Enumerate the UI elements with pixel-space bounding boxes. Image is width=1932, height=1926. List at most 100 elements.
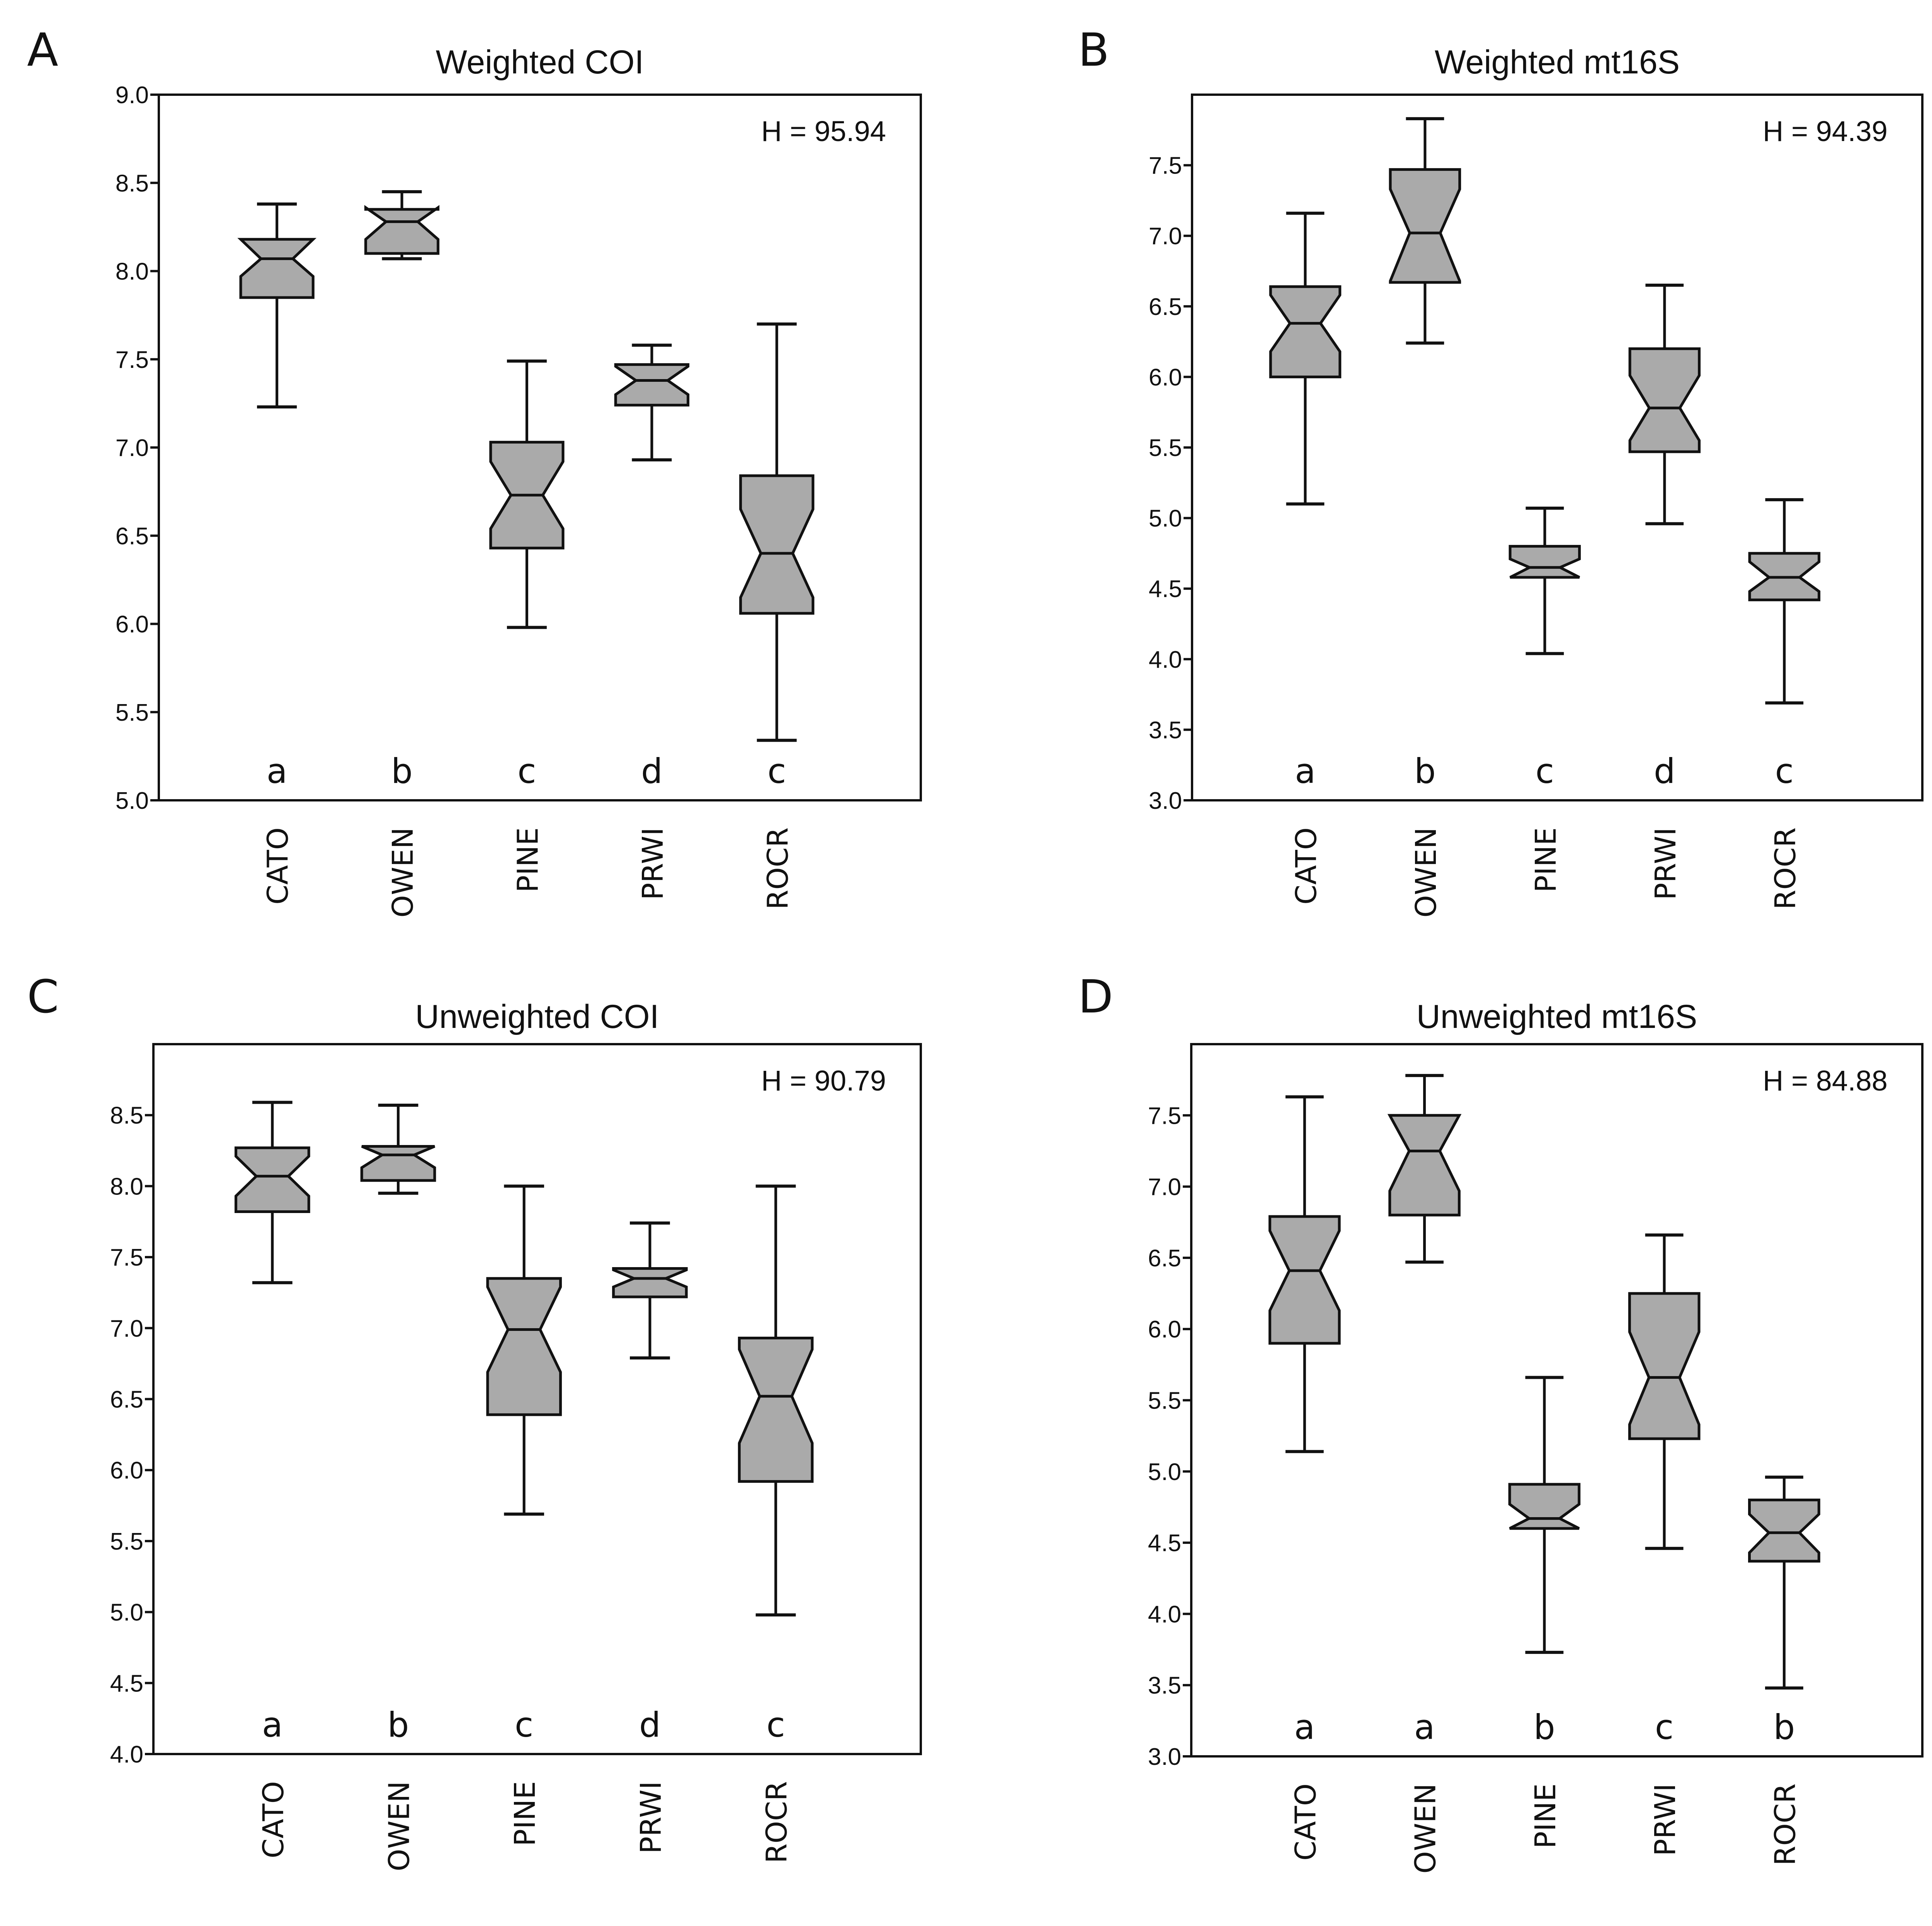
y-tick-label: 5.0	[116, 788, 149, 814]
y-tick-label: 7.0	[1148, 1174, 1181, 1201]
box-body	[235, 1146, 310, 1213]
x-tick-label: OWEN	[383, 1781, 416, 1872]
significance-letter: b	[391, 751, 413, 791]
box-body	[1269, 285, 1342, 378]
significance-letter: c	[1536, 751, 1554, 791]
significance-letter: b	[388, 1705, 409, 1745]
box-cato: a CATO	[235, 1101, 310, 1858]
y-tick-label: 4.5	[1148, 1530, 1181, 1557]
box-pine: c PINE	[486, 1184, 562, 1846]
significance-letter: c	[766, 1705, 785, 1745]
panel-title: Unweighted COI	[415, 998, 659, 1035]
box-body	[1628, 1292, 1701, 1440]
y-tick-label: 4.0	[110, 1741, 143, 1768]
x-tick-label: PINE	[1529, 827, 1563, 893]
y-tick-label: 4.5	[1149, 576, 1182, 602]
panel-letter: C	[27, 970, 59, 1023]
y-tick-label: 8.0	[110, 1173, 143, 1200]
box-body	[1509, 545, 1581, 579]
box-body	[614, 363, 690, 407]
box-owen: b OWEN	[364, 190, 440, 918]
y-tick-label: 5.0	[1148, 1459, 1181, 1485]
significance-letter: b	[1773, 1707, 1795, 1747]
significance-letter: a	[262, 1705, 283, 1745]
significance-letter: c	[767, 751, 786, 791]
panel-letter: B	[1078, 23, 1109, 77]
y-tick-label: 3.0	[1148, 1744, 1181, 1770]
box-body	[1748, 1499, 1820, 1563]
x-tick-label: OWEN	[386, 827, 420, 918]
box-body	[364, 205, 440, 255]
y-tick-label: 5.5	[1149, 435, 1182, 461]
significance-letter: a	[1294, 1707, 1315, 1747]
box-pine: b PINE	[1508, 1376, 1581, 1849]
box-body	[237, 238, 317, 299]
y-tick-label: 7.0	[110, 1315, 143, 1342]
significance-letter: c	[515, 1705, 533, 1745]
box-body	[486, 1277, 562, 1416]
y-tick-label: 6.0	[116, 611, 149, 638]
significance-letter: c	[517, 751, 536, 791]
box-cato: a CATO	[1269, 211, 1342, 905]
panel-b: B Weighted mt16S 3.0 3.5 4.0 4.5 5.0 5.5 6.0 6.5 7…	[1078, 23, 1923, 918]
y-tick-label: 4.5	[110, 1670, 143, 1697]
x-tick-label: PINE	[1529, 1783, 1562, 1849]
significance-letter: d	[641, 751, 663, 791]
box-body	[1268, 1215, 1341, 1345]
box-pine: c PINE	[1509, 507, 1581, 893]
x-tick-label: OWEN	[1410, 827, 1443, 918]
box-rocr: c ROCR	[1748, 498, 1821, 910]
x-tick-label: ROCR	[1769, 827, 1802, 910]
panel-c: C Unweighted COI 4.0 4.5 5.0 5.5 6.0 6.5 7.0 7.5 8…	[27, 970, 922, 1872]
panel-letter: A	[27, 23, 58, 77]
y-tick-label: 6.5	[1148, 1245, 1181, 1272]
box-cato: a CATO	[1268, 1095, 1341, 1861]
significance-letter: b	[1534, 1707, 1555, 1747]
significance-letter: d	[1654, 751, 1675, 791]
x-tick-label: ROCR	[1769, 1783, 1802, 1866]
y-tick-label: 6.5	[116, 523, 149, 550]
y-tick-label: 5.0	[110, 1599, 143, 1626]
y-tick-label: 3.0	[1149, 788, 1182, 814]
x-tick-label: ROCR	[761, 827, 794, 910]
box-rocr: c ROCR	[738, 1184, 814, 1863]
y-tick-label: 8.5	[116, 170, 149, 197]
y-tick-label: 7.5	[116, 347, 149, 373]
x-tick-label: OWEN	[1409, 1783, 1442, 1874]
significance-letter: a	[267, 751, 287, 791]
h-statistic: H = 90.79	[761, 1065, 886, 1097]
x-tick-label: PINE	[511, 827, 544, 893]
y-tick-label: 5.5	[1148, 1388, 1181, 1414]
x-tick-label: PRWI	[1649, 1783, 1682, 1856]
panel-title: Weighted COI	[436, 44, 644, 81]
box-body	[612, 1267, 688, 1298]
significance-letter: b	[1414, 751, 1436, 791]
y-tick-label: 4.0	[1148, 1601, 1181, 1628]
panel-d: D Unweighted mt16S 3.0 3.5 4.0 4.5 5.0 5.5 6.0 6.…	[1078, 970, 1923, 1874]
box-prwi: d PRWI	[614, 344, 690, 900]
box-rocr: b ROCR	[1748, 1475, 1820, 1866]
significance-letter: c	[1655, 1707, 1673, 1747]
box-body	[739, 474, 815, 615]
box-cato: a CATO	[237, 202, 317, 905]
y-tick-label: 7.5	[110, 1244, 143, 1271]
y-tick-label: 6.5	[1149, 294, 1182, 320]
significance-letter: a	[1414, 1707, 1435, 1747]
y-tick-label: 8.0	[116, 259, 149, 285]
h-statistic: H = 84.88	[1763, 1065, 1888, 1097]
box-body	[360, 1145, 436, 1182]
y-tick-label: 7.5	[1148, 1103, 1181, 1129]
y-tick-label: 5.5	[116, 699, 149, 726]
box-prwi: d PRWI	[1628, 284, 1701, 900]
box-body	[1387, 1114, 1462, 1217]
x-tick-label: CATO	[262, 827, 295, 905]
box-prwi: c PRWI	[1628, 1233, 1701, 1856]
significance-letter: d	[639, 1705, 661, 1745]
y-tick-label: 7.5	[1149, 153, 1182, 179]
y-tick-label: 4.0	[1149, 647, 1182, 673]
h-statistic: H = 94.39	[1763, 115, 1888, 147]
box-pine: c PINE	[489, 359, 565, 893]
y-tick-label: 6.0	[1148, 1316, 1181, 1343]
